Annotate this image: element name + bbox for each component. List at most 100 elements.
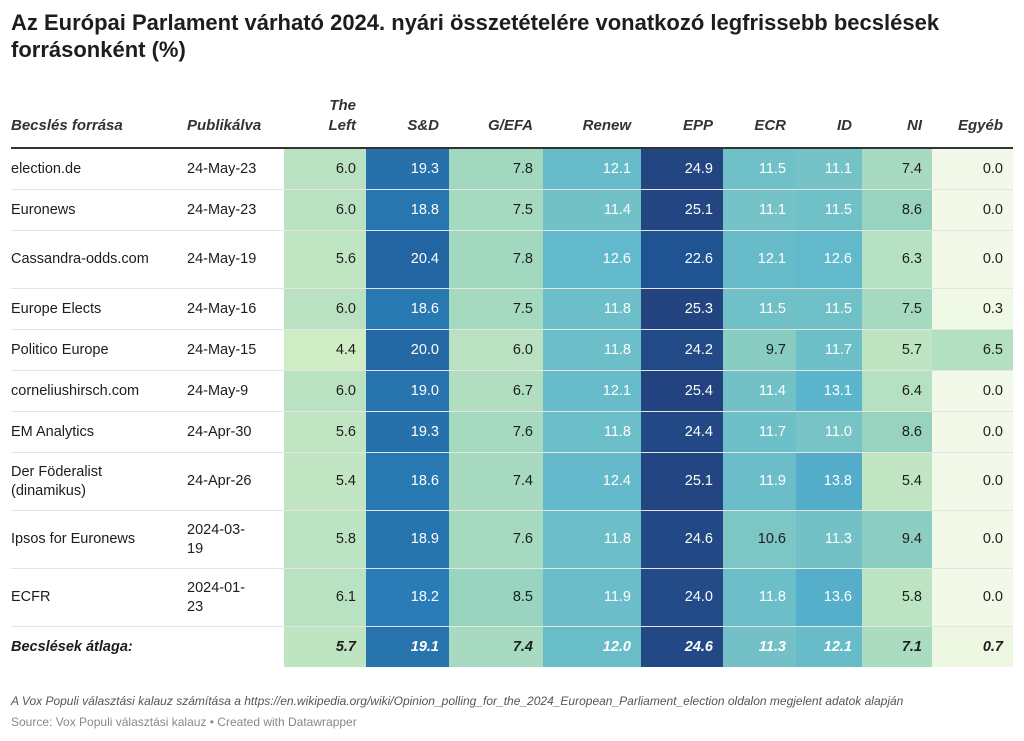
value-cell-the-left: 6.0	[284, 370, 366, 412]
average-row: Becslések átlaga: 5.7 19.1 7.4 12.0 24.6 11.3 1…	[11, 626, 1013, 667]
header-row: Becslés forrása Publikálva The Left S&D …	[11, 96, 1013, 149]
value-cell-id: 13.1	[796, 370, 862, 412]
value-cell-gefa: 6.7	[449, 370, 543, 412]
table-row: corneliushirsch.com 24-May-9 6.0 19.0 6.7 12.…	[11, 370, 1013, 412]
value-cell-epp: 25.1	[641, 452, 723, 511]
column-header-sd[interactable]: S&D	[366, 96, 449, 149]
value-cell-epp: 24.6	[641, 510, 723, 569]
average-cell-renew: 12.0	[543, 626, 641, 667]
table-row: Euronews 24-May-23 6.0 18.8 7.5 11.4 25.1 11.1 1…	[11, 189, 1013, 231]
value-cell-id: 11.5	[796, 189, 862, 231]
source-cell: Ipsos for Euronews	[11, 510, 187, 569]
average-cell-epp: 24.6	[641, 626, 723, 667]
published-cell: 2024-01-23	[187, 568, 284, 627]
average-cell-sd: 19.1	[366, 626, 449, 667]
published-cell: 24-May-15	[187, 329, 284, 371]
value-cell-gefa: 7.4	[449, 452, 543, 511]
value-cell-other: 0.0	[932, 148, 1013, 190]
average-cell-the-left: 5.7	[284, 626, 366, 667]
average-label: Becslések átlaga:	[11, 638, 133, 655]
value-cell-ni: 8.6	[862, 189, 932, 231]
value-cell-id: 13.6	[796, 568, 862, 627]
column-header-source[interactable]: Becslés forrása	[11, 96, 187, 149]
column-header-the-left[interactable]: The Left	[284, 96, 366, 149]
value-cell-the-left: 6.0	[284, 288, 366, 330]
value-cell-ecr: 11.4	[723, 370, 796, 412]
value-cell-sd: 19.3	[366, 148, 449, 190]
value-cell-sd: 20.0	[366, 329, 449, 371]
value-cell-id: 13.8	[796, 452, 862, 511]
value-cell-ecr: 11.7	[723, 411, 796, 453]
value-cell-other: 0.0	[932, 452, 1013, 511]
source-cell: Europe Elects	[11, 288, 187, 330]
value-cell-renew: 12.6	[543, 230, 641, 289]
value-cell-epp: 24.4	[641, 411, 723, 453]
value-cell-other: 0.3	[932, 288, 1013, 330]
table-row: EM Analytics 24-Apr-30 5.6 19.3 7.6 11.8 24.4 1…	[11, 411, 1013, 453]
value-cell-renew: 12.1	[543, 370, 641, 412]
value-cell-the-left: 5.6	[284, 411, 366, 453]
source-cell: Politico Europe	[11, 329, 187, 371]
source-cell: EM Analytics	[11, 411, 187, 453]
chart-title: Az Európai Parlament várható 2024. nyári…	[11, 10, 940, 62]
value-cell-epp: 25.4	[641, 370, 723, 412]
value-cell-epp: 24.9	[641, 148, 723, 190]
value-cell-sd: 18.8	[366, 189, 449, 231]
value-cell-sd: 20.4	[366, 230, 449, 289]
value-cell-ecr: 9.7	[723, 329, 796, 371]
column-header-ni[interactable]: NI	[862, 96, 932, 149]
value-cell-the-left: 5.8	[284, 510, 366, 569]
value-cell-the-left: 6.0	[284, 189, 366, 231]
source-cell: Der Föderalist (dinamikus)	[11, 452, 187, 511]
value-cell-gefa: 7.8	[449, 148, 543, 190]
value-cell-sd: 18.6	[366, 452, 449, 511]
column-header-ecr[interactable]: ECR	[723, 96, 796, 149]
average-cell-gefa: 7.4	[449, 626, 543, 667]
value-cell-ecr: 12.1	[723, 230, 796, 289]
column-header-id[interactable]: ID	[796, 96, 862, 149]
value-cell-ni: 8.6	[862, 411, 932, 453]
value-cell-epp: 25.3	[641, 288, 723, 330]
published-cell: 24-May-23	[187, 148, 284, 190]
value-cell-ni: 7.5	[862, 288, 932, 330]
value-cell-ecr: 11.5	[723, 148, 796, 190]
value-cell-gefa: 7.5	[449, 288, 543, 330]
value-cell-renew: 11.8	[543, 510, 641, 569]
value-cell-gefa: 7.6	[449, 510, 543, 569]
value-cell-other: 6.5	[932, 329, 1013, 371]
published-cell: 2024-03-19	[187, 510, 284, 569]
column-header-renew[interactable]: Renew	[543, 96, 641, 149]
value-cell-renew: 11.8	[543, 329, 641, 371]
value-cell-id: 11.7	[796, 329, 862, 371]
published-cell: 24-May-9	[187, 370, 284, 412]
value-cell-epp: 24.2	[641, 329, 723, 371]
table-row: ECFR 2024-01-23 6.1 18.2 8.5 11.9 24.0 11.8 13.6…	[11, 568, 1013, 627]
value-cell-ecr: 10.6	[723, 510, 796, 569]
value-cell-renew: 11.8	[543, 411, 641, 453]
value-cell-id: 11.0	[796, 411, 862, 453]
table-row: election.de 24-May-23 6.0 19.3 7.8 12.1 24.9 11…	[11, 148, 1013, 190]
value-cell-other: 0.0	[932, 568, 1013, 627]
value-cell-id: 12.6	[796, 230, 862, 289]
table-row: Der Föderalist (dinamikus) 24-Apr-26 5.4 18…	[11, 452, 1013, 511]
value-cell-sd: 19.3	[366, 411, 449, 453]
value-cell-gefa: 8.5	[449, 568, 543, 627]
value-cell-other: 0.0	[932, 510, 1013, 569]
column-header-other[interactable]: Egyéb	[932, 96, 1013, 149]
value-cell-other: 0.0	[932, 370, 1013, 412]
published-cell: 24-Apr-30	[187, 411, 284, 453]
chart-source: Source: Vox Populi választási kalauz • C…	[11, 715, 357, 729]
column-header-epp[interactable]: EPP	[641, 96, 723, 149]
published-cell: 24-Apr-26	[187, 452, 284, 511]
value-cell-renew: 11.4	[543, 189, 641, 231]
column-header-gefa[interactable]: G/EFA	[449, 96, 543, 149]
source-cell: ECFR	[11, 568, 187, 627]
source-cell: corneliushirsch.com	[11, 370, 187, 412]
column-header-published[interactable]: Publikálva	[187, 96, 284, 149]
value-cell-epp: 22.6	[641, 230, 723, 289]
value-cell-gefa: 7.8	[449, 230, 543, 289]
estimates-table: Becslés forrása Publikálva The Left S&D …	[11, 96, 1013, 667]
value-cell-sd: 18.2	[366, 568, 449, 627]
value-cell-gefa: 6.0	[449, 329, 543, 371]
value-cell-id: 11.3	[796, 510, 862, 569]
